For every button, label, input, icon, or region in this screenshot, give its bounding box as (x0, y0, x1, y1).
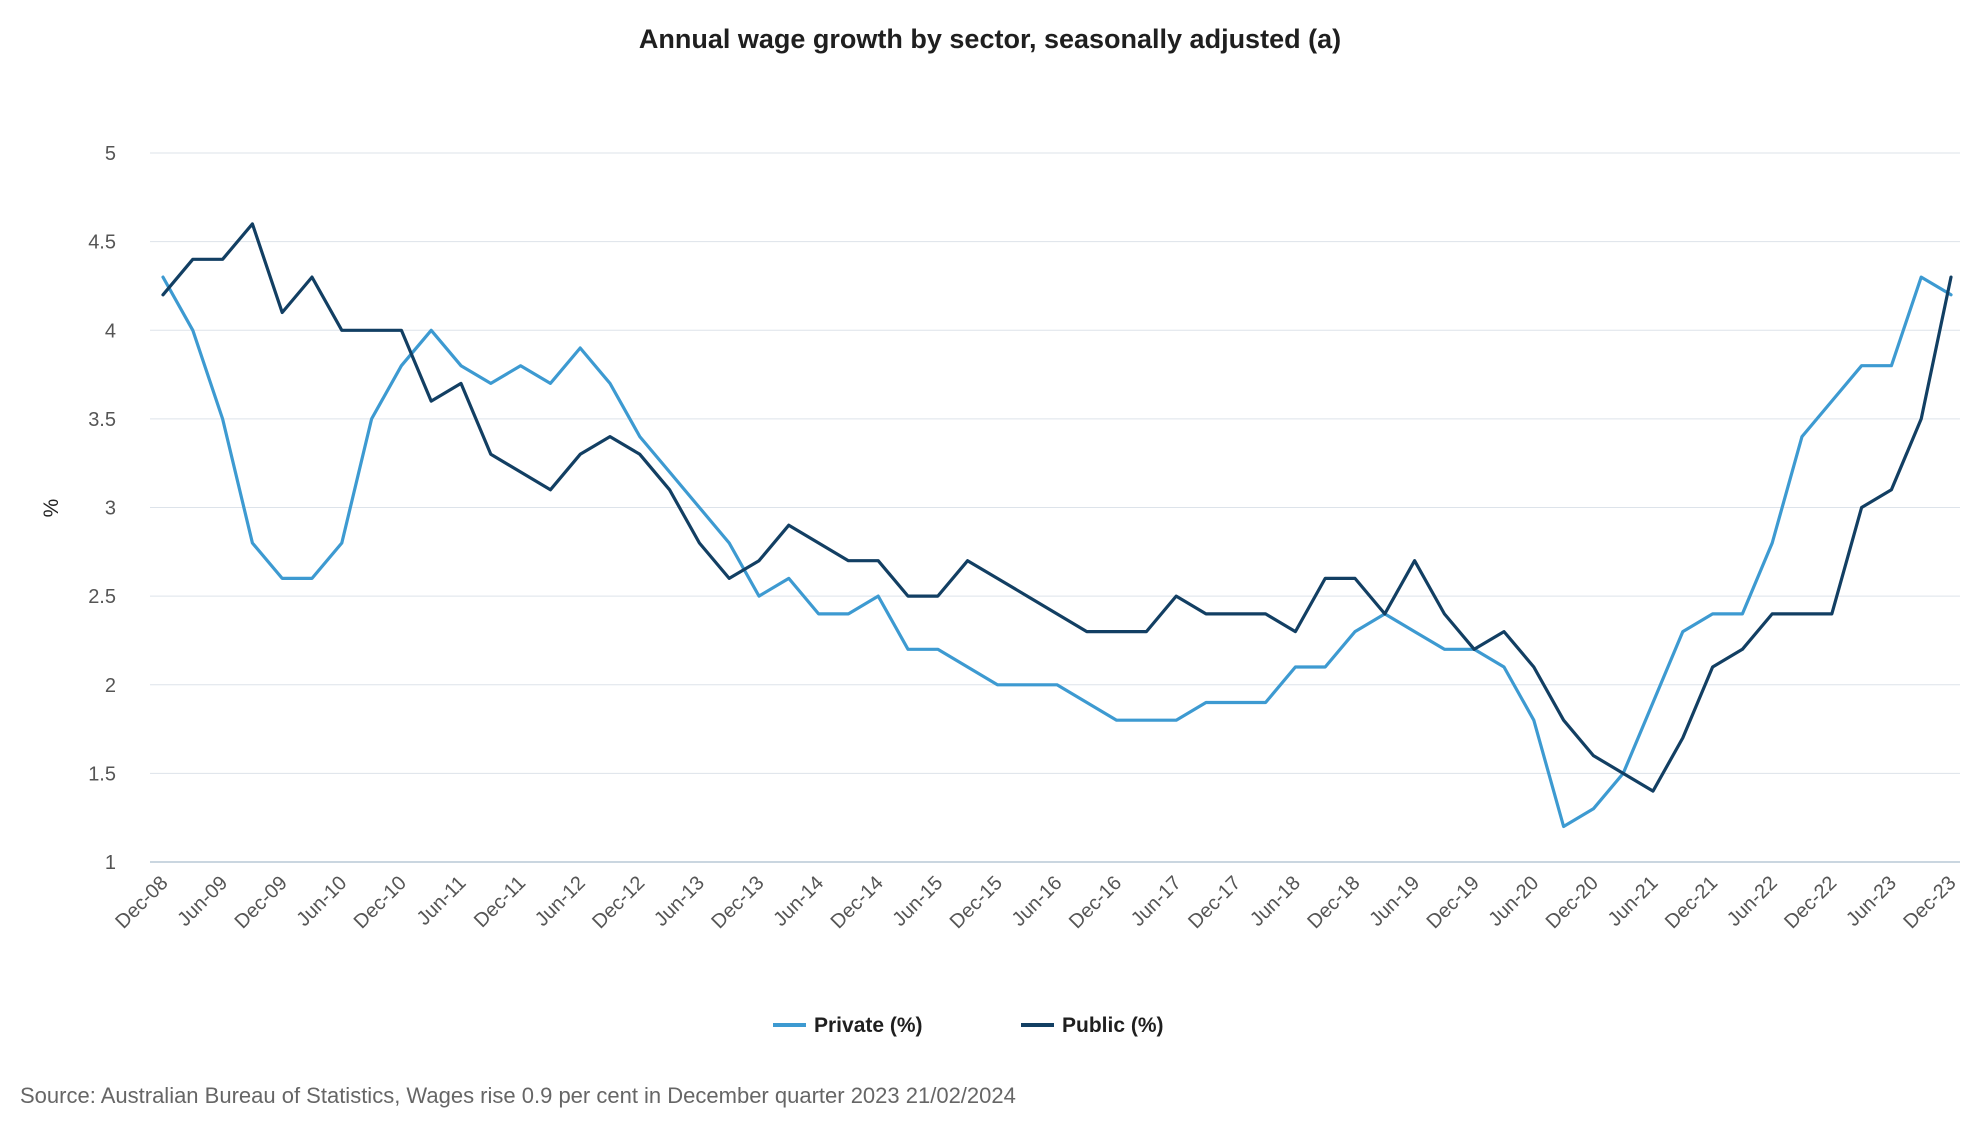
x-tick-label: Dec-23 (1899, 872, 1960, 933)
y-tick-label: 3 (105, 498, 116, 520)
x-tick-label: Dec-19 (1423, 872, 1484, 933)
y-tick-label: 4.5 (88, 232, 116, 254)
y-tick-label: 5 (105, 143, 116, 165)
series-lines (161, 222, 1953, 829)
series-line-private[interactable] (161, 275, 1953, 829)
x-tick-label: Dec-18 (1303, 872, 1364, 933)
x-tick-label: Dec-16 (1065, 872, 1126, 933)
grid (150, 152, 1960, 863)
x-tick-label: Jun-15 (889, 872, 948, 931)
x-tick-label: Jun-09 (173, 872, 232, 931)
x-tick-label: Dec-22 (1780, 872, 1841, 933)
chart-title: Annual wage growth by sector, seasonally… (639, 24, 1341, 54)
x-tick-label: Dec-10 (350, 872, 411, 933)
y-tick-label: 4 (105, 320, 116, 342)
x-tick-label: Jun-17 (1127, 872, 1186, 931)
x-tick-label: Dec-08 (111, 872, 172, 933)
x-tick-label: Dec-15 (946, 872, 1007, 933)
legend-label-public: Public (%) (1062, 1014, 1164, 1037)
y-axis-ticks: 1 1.5 2 2.5 3 3.5 4 4.5 5 (88, 143, 116, 874)
y-tick-label: 3.5 (88, 409, 116, 431)
x-tick-label: Jun-10 (293, 872, 352, 931)
y-tick-label: 1.5 (88, 763, 116, 785)
x-tick-label: Dec-09 (231, 872, 292, 933)
x-tick-label: Dec-17 (1184, 872, 1245, 933)
x-tick-label: Jun-18 (1246, 872, 1305, 931)
x-tick-label: Jun-13 (650, 872, 709, 931)
x-tick-label: Jun-22 (1723, 872, 1782, 931)
y-axis-label: % (40, 499, 63, 518)
legend-item-private[interactable]: Private (%) (773, 1014, 923, 1037)
x-tick-label: Jun-12 (531, 872, 590, 931)
legend-item-public[interactable]: Public (%) (1021, 1014, 1164, 1037)
x-tick-label: Dec-12 (588, 872, 649, 933)
x-tick-label: Jun-21 (1604, 872, 1663, 931)
x-tick-label: Dec-14 (827, 872, 888, 933)
source-note: Source: Australian Bureau of Statistics,… (20, 1083, 1016, 1108)
legend-label-private: Private (%) (814, 1014, 923, 1037)
x-tick-label: Jun-14 (769, 872, 828, 931)
x-tick-label: Dec-13 (707, 872, 768, 933)
x-tick-label: Jun-23 (1842, 872, 1901, 931)
x-tick-label: Dec-11 (470, 872, 530, 932)
x-tick-label: Jun-16 (1008, 872, 1067, 931)
x-tick-label: Jun-20 (1485, 872, 1544, 931)
y-tick-label: 2 (105, 675, 116, 697)
y-tick-label: 2.5 (88, 586, 116, 608)
y-tick-label: 1 (105, 852, 116, 874)
x-tick-label: Jun-11 (413, 872, 471, 930)
x-tick-label: Dec-21 (1661, 872, 1722, 933)
series-line-public[interactable] (161, 222, 1953, 793)
x-tick-label: Dec-20 (1542, 872, 1603, 933)
legend[interactable]: Private (%) Public (%) (773, 1014, 1164, 1037)
x-tick-label: Jun-19 (1365, 872, 1424, 931)
